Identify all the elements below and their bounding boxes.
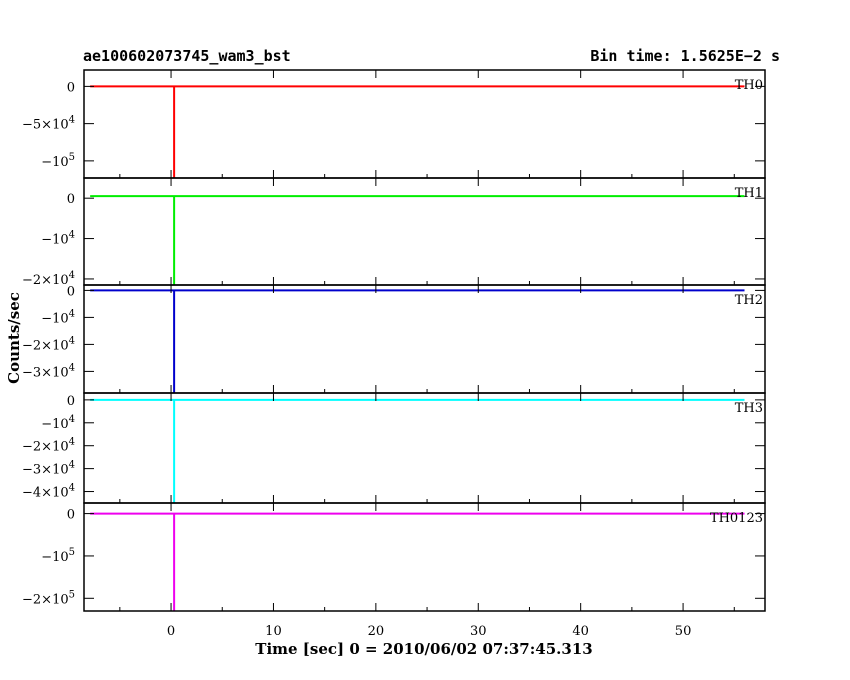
- panel-frame: [83, 502, 766, 612]
- y-axis-label: Counts/sec: [5, 292, 23, 384]
- panel-th0: 0 −5×104 −105 TH0: [22, 69, 766, 179]
- y-tick-label: 0: [67, 80, 75, 95]
- y-tick-label: 0: [67, 394, 75, 409]
- panel-frame: [83, 284, 766, 394]
- y-tick-label: −105: [41, 547, 75, 565]
- y-tick-label: −2×104: [22, 270, 75, 288]
- panel-label: TH0123: [710, 511, 763, 526]
- panel-label: TH3: [735, 401, 763, 416]
- panel-th2: 0 −104 −2×104 −3×104 TH2: [22, 284, 766, 394]
- panel-th1: 0 −104 −2×104 TH1: [22, 177, 766, 288]
- panel-label: TH2: [735, 293, 763, 308]
- x-axis: 0 10 20 30 40 50: [167, 624, 691, 639]
- y-tick-label: −105: [41, 152, 75, 170]
- y-tick-label: −2×104: [22, 437, 75, 455]
- panel-frame: [83, 177, 766, 286]
- y-tick-label: −104: [41, 230, 75, 248]
- y-tick-label: −5×104: [22, 115, 75, 133]
- y-tick-label: −104: [41, 414, 75, 432]
- x-tick-label: 40: [572, 624, 589, 639]
- file-title: ae100602073745_wam3_bst: [83, 47, 291, 65]
- panel-label: TH0: [735, 78, 763, 93]
- y-tick-label: 0: [67, 192, 75, 207]
- panel-frame: [83, 392, 766, 504]
- x-tick-label: 20: [368, 624, 385, 639]
- y-tick-label: −2×105: [22, 589, 75, 607]
- y-tick-label: −3×104: [22, 460, 75, 478]
- x-tick-label: 30: [470, 624, 487, 639]
- x-tick-label: 0: [167, 624, 175, 639]
- y-tick-label: −3×104: [22, 362, 75, 380]
- y-tick-label: −2×104: [22, 335, 75, 353]
- x-axis-label: Time [sec] 0 = 2010/06/02 07:37:45.313: [255, 640, 592, 658]
- y-tick-label: 0: [67, 284, 75, 299]
- panel-th3: 0 −104 −2×104 −3×104 −4×104 TH3: [22, 392, 766, 504]
- y-tick-label: 0: [67, 508, 75, 523]
- panels-group: 0 −5×104 −105 TH0 0 −104 −2×104 TH1 0 −104 −2×104 −…: [22, 69, 766, 612]
- bin-time-label: Bin time: 1.5625E−2 s: [590, 47, 780, 65]
- y-tick-label: −4×104: [22, 483, 75, 501]
- x-tick-label: 50: [675, 624, 692, 639]
- x-tick-label: 10: [265, 624, 282, 639]
- panel-label: TH1: [735, 186, 763, 201]
- y-tick-label: −104: [41, 308, 75, 326]
- panel-th0123: 0 −105 −2×105 TH0123: [22, 502, 766, 612]
